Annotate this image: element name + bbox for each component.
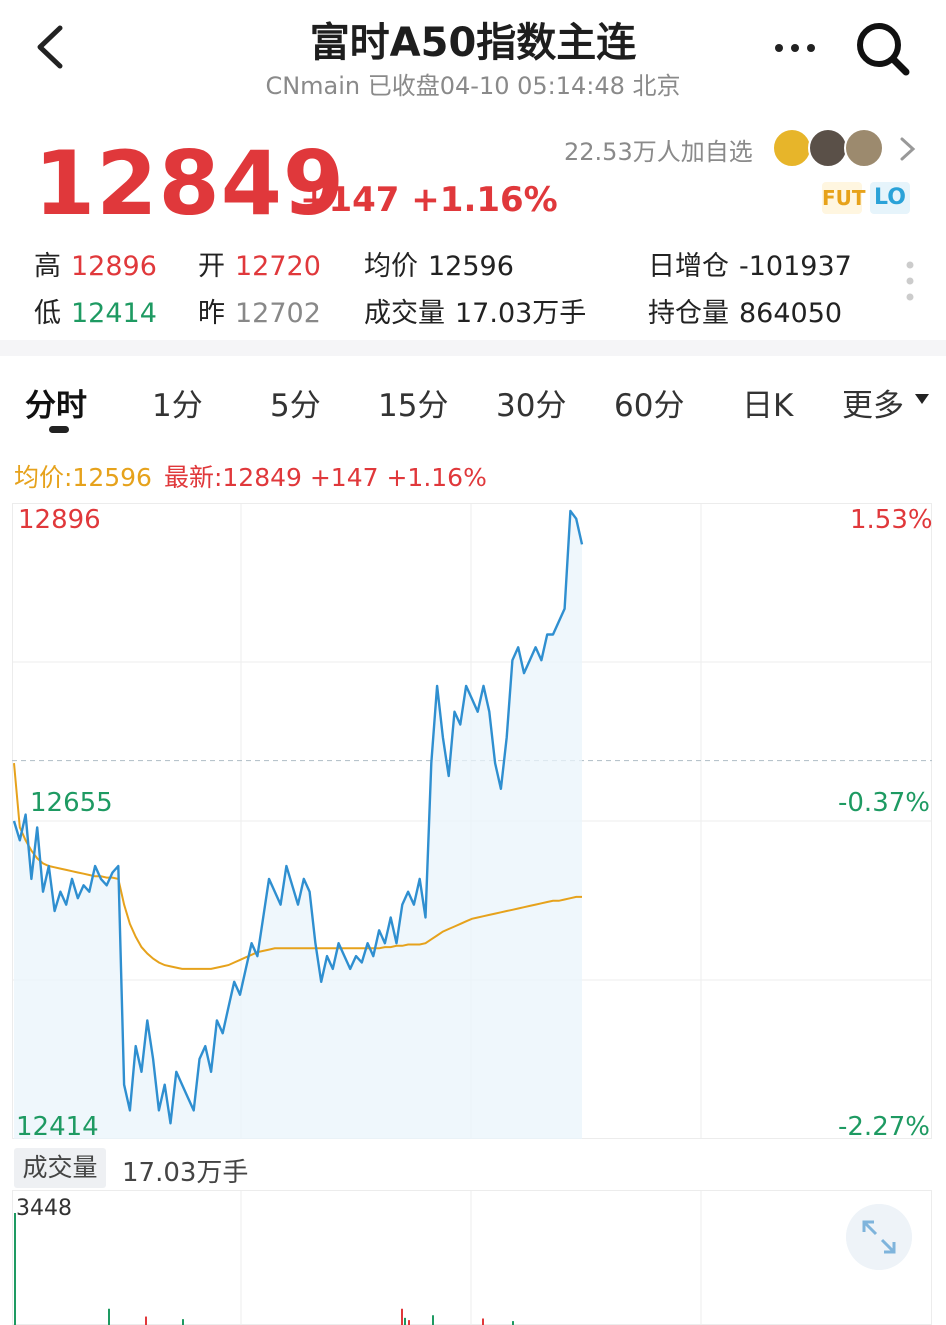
tab-30min[interactable]: 30分: [496, 388, 567, 424]
price-area-fill: [14, 511, 582, 1139]
tab-5min[interactable]: 5分: [270, 388, 321, 424]
stat-low: 低 12414: [34, 291, 157, 330]
last-price: 12849: [34, 132, 346, 235]
stat-value: 12702: [235, 298, 321, 329]
stat-label: 低: [34, 298, 61, 329]
volume-bar: [432, 1315, 434, 1325]
tab-intraday[interactable]: 分时: [25, 388, 87, 424]
price-line: [12, 509, 584, 1125]
tab-1min[interactable]: 1分: [152, 388, 203, 424]
y-axis-max-label: 12896: [18, 505, 101, 535]
stat-label: 高: [34, 251, 61, 282]
stat-value: 12896: [71, 251, 157, 282]
period-tabs: 分时 1分 5分 15分 30分 60分 日K 更多: [0, 372, 946, 442]
stat-label: 均价: [364, 251, 418, 282]
volume-bar: [404, 1317, 406, 1325]
market-status: CNmain 已收盘04-10 05:14:48 北京: [265, 72, 681, 100]
price-change: +147 +1.16%: [300, 180, 558, 220]
avatar: [772, 128, 812, 168]
pct-axis-min-label: -2.27%: [838, 1112, 930, 1142]
more-options-icon[interactable]: [770, 30, 820, 66]
stat-oi-change: 日增仓 -101937: [648, 244, 852, 283]
tab-more[interactable]: 更多: [842, 388, 904, 424]
stat-volume: 成交量 17.03万手: [364, 291, 586, 330]
volume-bar: [14, 1213, 16, 1325]
stat-prev-close: 昨 12702: [198, 291, 321, 330]
expand-stats-icon[interactable]: [900, 258, 920, 304]
stat-label: 昨: [198, 298, 225, 329]
top-bar: 富时A50指数主连 CNmain 已收盘04-10 05:14:48 北京: [0, 0, 946, 110]
search-icon[interactable]: [852, 18, 912, 78]
pct-axis-max-label: 1.53%: [850, 505, 933, 535]
intraday-chart[interactable]: [12, 503, 932, 1139]
section-divider: [0, 340, 946, 356]
volume-total: 17.03万手: [122, 1158, 249, 1188]
stat-avg: 均价 12596: [364, 244, 514, 283]
fullscreen-expand-icon[interactable]: [846, 1204, 912, 1270]
stat-open-interest: 持仓量 864050: [648, 291, 842, 330]
tab-daily-k[interactable]: 日K: [742, 388, 794, 424]
page-title: 富时A50指数主连: [309, 20, 637, 66]
legend-avg: 均价:12596: [14, 463, 152, 492]
volume-bar: [482, 1318, 484, 1325]
legend-latest: 最新:12849 +147 +1.16%: [163, 463, 487, 492]
stat-label: 成交量: [364, 298, 445, 329]
volume-max-label: 3448: [16, 1196, 72, 1221]
tab-60min[interactable]: 60分: [614, 388, 685, 424]
pct-axis-mid-label: -0.37%: [838, 788, 930, 818]
back-arrow-icon[interactable]: [30, 22, 74, 72]
volume-bar: [145, 1316, 147, 1325]
stat-label: 持仓量: [648, 298, 729, 329]
stat-value: 864050: [739, 298, 843, 329]
stat-label: 开: [198, 251, 225, 282]
caret-down-icon[interactable]: [914, 392, 930, 406]
stat-value: -101937: [739, 251, 852, 282]
y-axis-mid-label: 12655: [30, 788, 113, 818]
volume-chart: [12, 1190, 932, 1325]
stat-label: 日增仓: [648, 251, 729, 282]
tab-15min[interactable]: 15分: [378, 388, 449, 424]
fut-badge[interactable]: FUT: [822, 182, 866, 214]
volume-bar: [408, 1320, 410, 1325]
stat-high: 高 12896: [34, 244, 157, 283]
stat-value: 12720: [235, 251, 321, 282]
followers-count: 22.53万人加自选: [564, 138, 753, 166]
lo-badge[interactable]: LO: [870, 182, 910, 214]
active-tab-indicator: [49, 426, 69, 433]
stat-value: 12414: [71, 298, 157, 329]
volume-bar: [108, 1308, 110, 1325]
chart-legend: 均价:12596 最新:12849 +147 +1.16%: [14, 458, 487, 494]
stat-value: 17.03万手: [455, 298, 587, 329]
volume-label[interactable]: 成交量: [14, 1148, 106, 1188]
avatar: [808, 128, 848, 168]
volume-bar: [401, 1308, 403, 1325]
volume-bar: [182, 1319, 184, 1325]
volume-bar: [512, 1321, 514, 1325]
chevron-right-icon[interactable]: [896, 134, 920, 164]
y-axis-min-label: 12414: [16, 1112, 99, 1142]
stat-open: 开 12720: [198, 244, 321, 283]
avg-price-line: [13, 763, 582, 970]
avatar: [844, 128, 884, 168]
stat-value: 12596: [428, 251, 514, 282]
follower-avatars[interactable]: [772, 128, 892, 170]
